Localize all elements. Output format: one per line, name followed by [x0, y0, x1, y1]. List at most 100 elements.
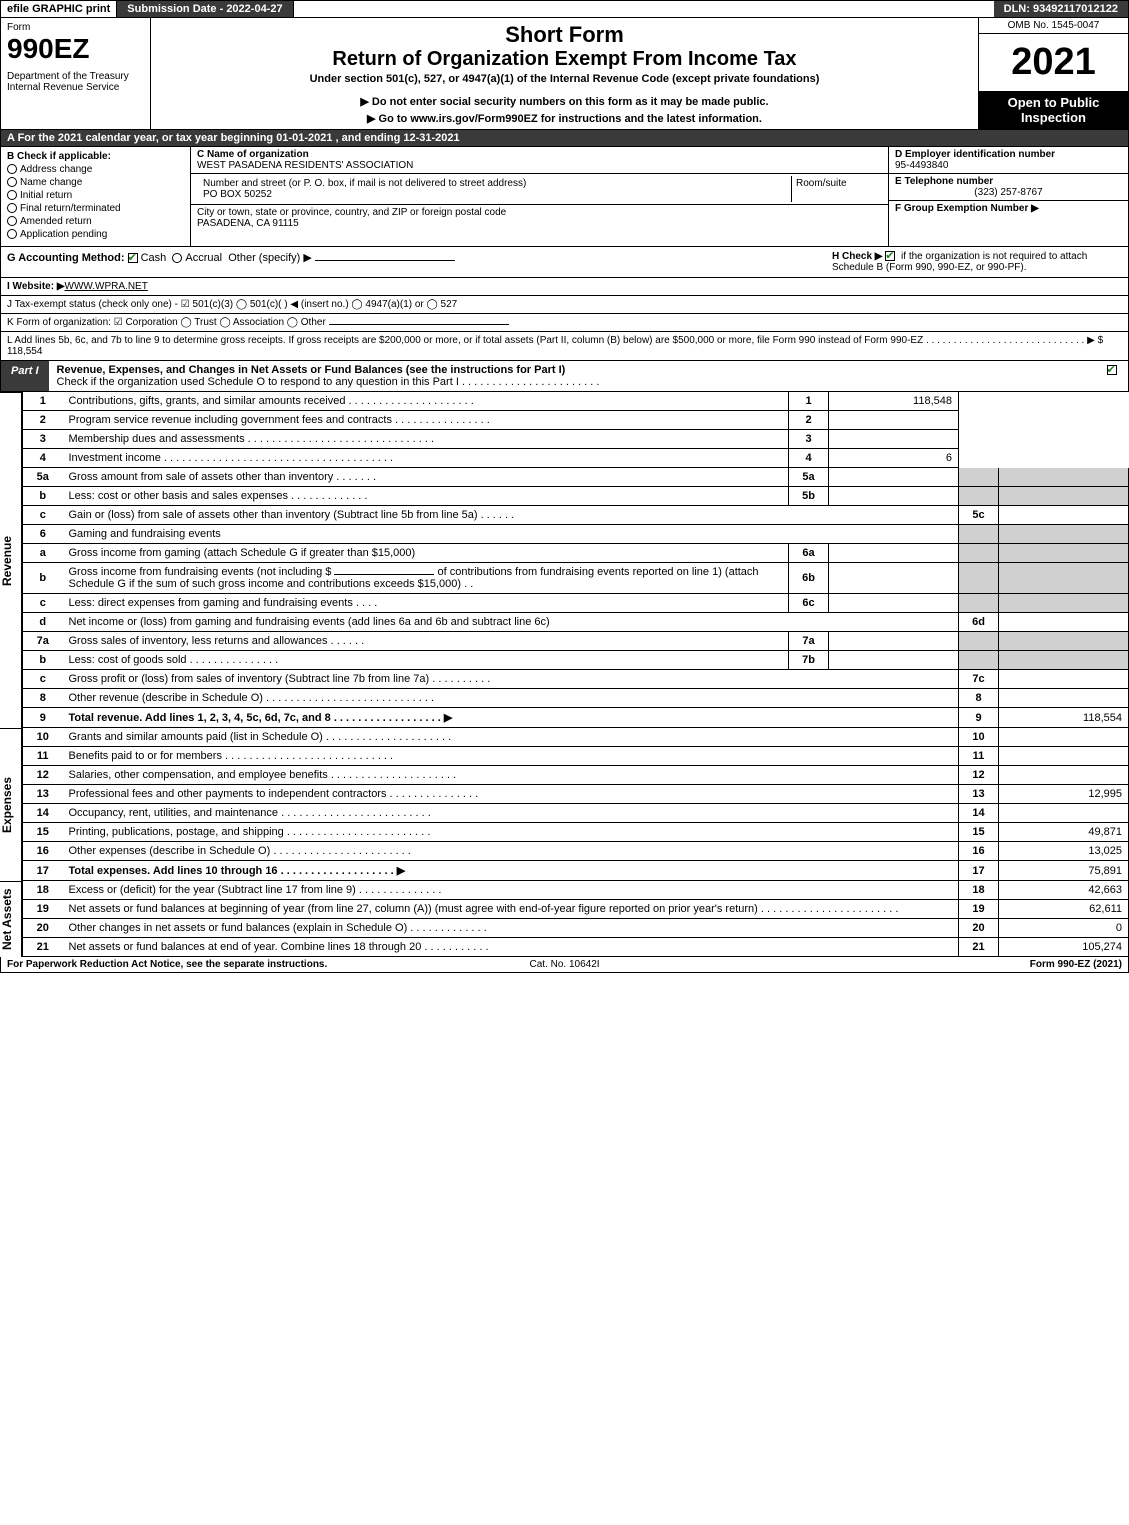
- title-return: Return of Organization Exempt From Incom…: [157, 48, 972, 71]
- submission-date: Submission Date - 2022-04-27: [117, 1, 293, 17]
- line-6a: aGross income from gaming (attach Schedu…: [23, 544, 1129, 563]
- net-assets-section: Net Assets 18Excess or (deficit) for the…: [0, 881, 1129, 957]
- line-20: 20Other changes in net assets or fund ba…: [23, 919, 1129, 938]
- footer-mid: Cat. No. 10642I: [379, 959, 751, 970]
- footer-right: Form 990-EZ (2021): [750, 959, 1122, 970]
- row-a-tax-year: A For the 2021 calendar year, or tax yea…: [0, 130, 1129, 147]
- form-word: Form: [7, 22, 144, 33]
- line-14: 14Occupancy, rent, utilities, and mainte…: [23, 804, 1129, 823]
- line-9: 9Total revenue. Add lines 1, 2, 3, 4, 5c…: [23, 708, 1129, 728]
- form-year-box: OMB No. 1545-0047 2021 Open to Public In…: [978, 18, 1128, 129]
- revenue-vtab: Revenue: [0, 392, 22, 728]
- expenses-section: Expenses 10Grants and similar amounts pa…: [0, 728, 1129, 881]
- group-exemption-label: F Group Exemption Number ▶: [895, 203, 1122, 214]
- revenue-table: 1Contributions, gifts, grants, and simil…: [22, 392, 1129, 728]
- box-e: E Telephone number (323) 257-8767: [889, 174, 1128, 201]
- org-name: WEST PASADENA RESIDENTS' ASSOCIATION: [197, 160, 882, 171]
- box-d: D Employer identification number 95-4493…: [889, 147, 1128, 174]
- org-name-cell: C Name of organization WEST PASADENA RES…: [191, 147, 888, 174]
- box-c: C Name of organization WEST PASADENA RES…: [191, 147, 888, 246]
- net-assets-vtab: Net Assets: [0, 881, 22, 957]
- box-b-label: B Check if applicable:: [7, 151, 184, 162]
- line-1: 1Contributions, gifts, grants, and simil…: [23, 392, 1129, 411]
- line-17: 17Total expenses. Add lines 10 through 1…: [23, 861, 1129, 881]
- note-no-ssn: ▶ Do not enter social security numbers o…: [157, 95, 972, 108]
- line-13: 13Professional fees and other payments t…: [23, 785, 1129, 804]
- cb-schedule-b-not-required[interactable]: [885, 251, 895, 261]
- top-bar: efile GRAPHIC print Submission Date - 20…: [0, 0, 1129, 18]
- form-title-box: Short Form Return of Organization Exempt…: [151, 18, 978, 129]
- row-h: H Check ▶ if the organization is not req…: [832, 251, 1122, 273]
- city-label: City or town, state or province, country…: [197, 207, 882, 218]
- line-4: 4Investment income . . . . . . . . . . .…: [23, 449, 1129, 468]
- box-def: D Employer identification number 95-4493…: [888, 147, 1128, 246]
- line-6d: dNet income or (loss) from gaming and fu…: [23, 613, 1129, 632]
- box-f: F Group Exemption Number ▶: [889, 201, 1128, 246]
- addr-cell: Number and street (or P. O. box, if mail…: [197, 176, 792, 202]
- line-10: 10Grants and similar amounts paid (list …: [23, 728, 1129, 747]
- spacer: [294, 1, 994, 17]
- line-7b: bLess: cost of goods sold . . . . . . . …: [23, 651, 1129, 670]
- line-12: 12Salaries, other compensation, and empl…: [23, 766, 1129, 785]
- website-link[interactable]: WWW.WPRA.NET: [65, 281, 148, 292]
- cb-address-change[interactable]: Address change: [7, 164, 184, 175]
- title-short-form: Short Form: [157, 22, 972, 48]
- row-j: J Tax-exempt status (check only one) - ☑…: [0, 296, 1129, 314]
- line-2: 2Program service revenue including gover…: [23, 411, 1129, 430]
- form-header: Form 990EZ Department of the Treasury In…: [0, 18, 1129, 130]
- note-goto: ▶ Go to www.irs.gov/Form990EZ for instru…: [157, 112, 972, 125]
- line-8: 8Other revenue (describe in Schedule O) …: [23, 689, 1129, 708]
- page-footer: For Paperwork Reduction Act Notice, see …: [0, 957, 1129, 973]
- gross-receipts-value: 118,554: [7, 346, 42, 357]
- part-i-header: Part I Revenue, Expenses, and Changes in…: [0, 361, 1129, 392]
- cb-initial-return[interactable]: Initial return: [7, 190, 184, 201]
- row-i: I Website: ▶WWW.WPRA.NET: [0, 278, 1129, 296]
- cb-amended-return[interactable]: Amended return: [7, 216, 184, 227]
- open-to-public: Open to Public Inspection: [979, 91, 1128, 129]
- cb-application-pending[interactable]: Application pending: [7, 229, 184, 240]
- line-5c: cGain or (loss) from sale of assets othe…: [23, 506, 1129, 525]
- line-19: 19Net assets or fund balances at beginni…: [23, 900, 1129, 919]
- city-cell: City or town, state or province, country…: [191, 205, 888, 231]
- footer-left: For Paperwork Reduction Act Notice, see …: [7, 959, 379, 970]
- line-6b: bGross income from fundraising events (n…: [23, 563, 1129, 594]
- line-16: 16Other expenses (describe in Schedule O…: [23, 842, 1129, 861]
- line-11: 11Benefits paid to or for members . . . …: [23, 747, 1129, 766]
- row-l: L Add lines 5b, 6c, and 7b to line 9 to …: [0, 332, 1129, 361]
- addr-row: Number and street (or P. O. box, if mail…: [191, 174, 888, 205]
- dln: DLN: 93492117012122: [994, 1, 1128, 17]
- efile-print-button[interactable]: efile GRAPHIC print: [1, 1, 117, 17]
- ein-label: D Employer identification number: [895, 149, 1122, 160]
- line-7c: cGross profit or (loss) from sales of in…: [23, 670, 1129, 689]
- addr-value: PO BOX 50252: [203, 189, 785, 200]
- phone-value: (323) 257-8767: [895, 187, 1122, 198]
- line-7a: 7aGross sales of inventory, less returns…: [23, 632, 1129, 651]
- line-5a: 5aGross amount from sale of assets other…: [23, 468, 1129, 487]
- line-5b: bLess: cost or other basis and sales exp…: [23, 487, 1129, 506]
- line-3: 3Membership dues and assessments . . . .…: [23, 430, 1129, 449]
- cb-final-return[interactable]: Final return/terminated: [7, 203, 184, 214]
- omb-number: OMB No. 1545-0047: [979, 18, 1128, 34]
- line-21: 21Net assets or fund balances at end of …: [23, 938, 1129, 957]
- org-name-label: C Name of organization: [197, 149, 882, 160]
- part-i-tab: Part I: [1, 361, 49, 391]
- room-suite: Room/suite: [792, 176, 882, 202]
- part-i-title: Revenue, Expenses, and Changes in Net As…: [49, 361, 1098, 391]
- row-k: K Form of organization: ☑ Corporation ◯ …: [0, 314, 1129, 332]
- expenses-vtab: Expenses: [0, 728, 22, 881]
- city-value: PASADENA, CA 91115: [197, 218, 882, 229]
- form-number: 990EZ: [7, 33, 144, 65]
- cb-cash[interactable]: [128, 253, 138, 263]
- dept-label: Department of the Treasury Internal Reve…: [7, 71, 144, 93]
- addr-label: Number and street (or P. O. box, if mail…: [203, 178, 785, 189]
- part-i-checkbox[interactable]: [1098, 361, 1128, 391]
- line-18: 18Excess or (deficit) for the year (Subt…: [23, 881, 1129, 900]
- line-6c: cLess: direct expenses from gaming and f…: [23, 594, 1129, 613]
- section-bcdef: B Check if applicable: Address change Na…: [0, 147, 1129, 247]
- cb-accrual[interactable]: [172, 253, 182, 263]
- cb-name-change[interactable]: Name change: [7, 177, 184, 188]
- row-g: G Accounting Method: Cash Accrual Other …: [7, 251, 832, 273]
- box-b: B Check if applicable: Address change Na…: [1, 147, 191, 246]
- ein-value: 95-4493840: [895, 160, 1122, 171]
- tax-year: 2021: [979, 34, 1128, 91]
